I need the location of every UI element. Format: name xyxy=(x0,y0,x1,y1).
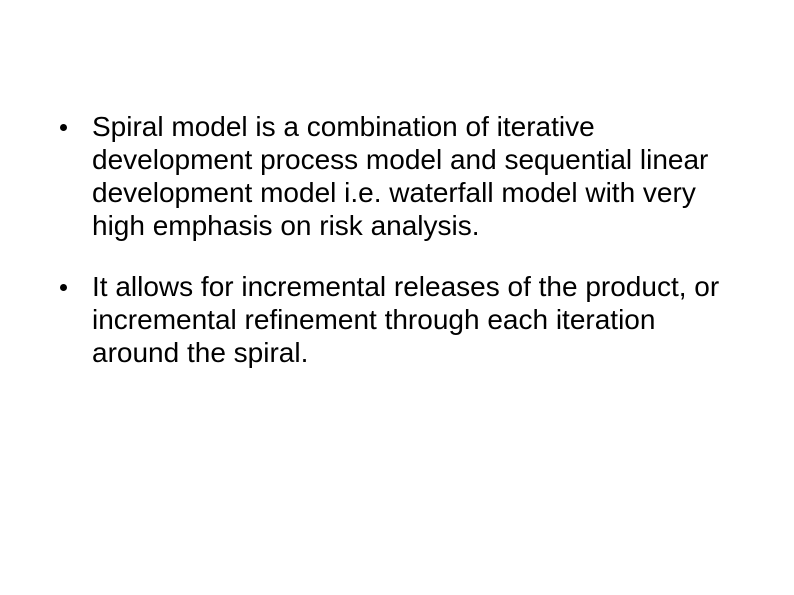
bullet-text: Spiral model is a combination of iterati… xyxy=(92,110,734,242)
list-item: It allows for incremental releases of th… xyxy=(50,270,734,369)
slide: Spiral model is a combination of iterati… xyxy=(0,0,794,595)
bullet-text: It allows for incremental releases of th… xyxy=(92,270,734,369)
bullet-list: Spiral model is a combination of iterati… xyxy=(50,110,734,369)
list-item: Spiral model is a combination of iterati… xyxy=(50,110,734,242)
